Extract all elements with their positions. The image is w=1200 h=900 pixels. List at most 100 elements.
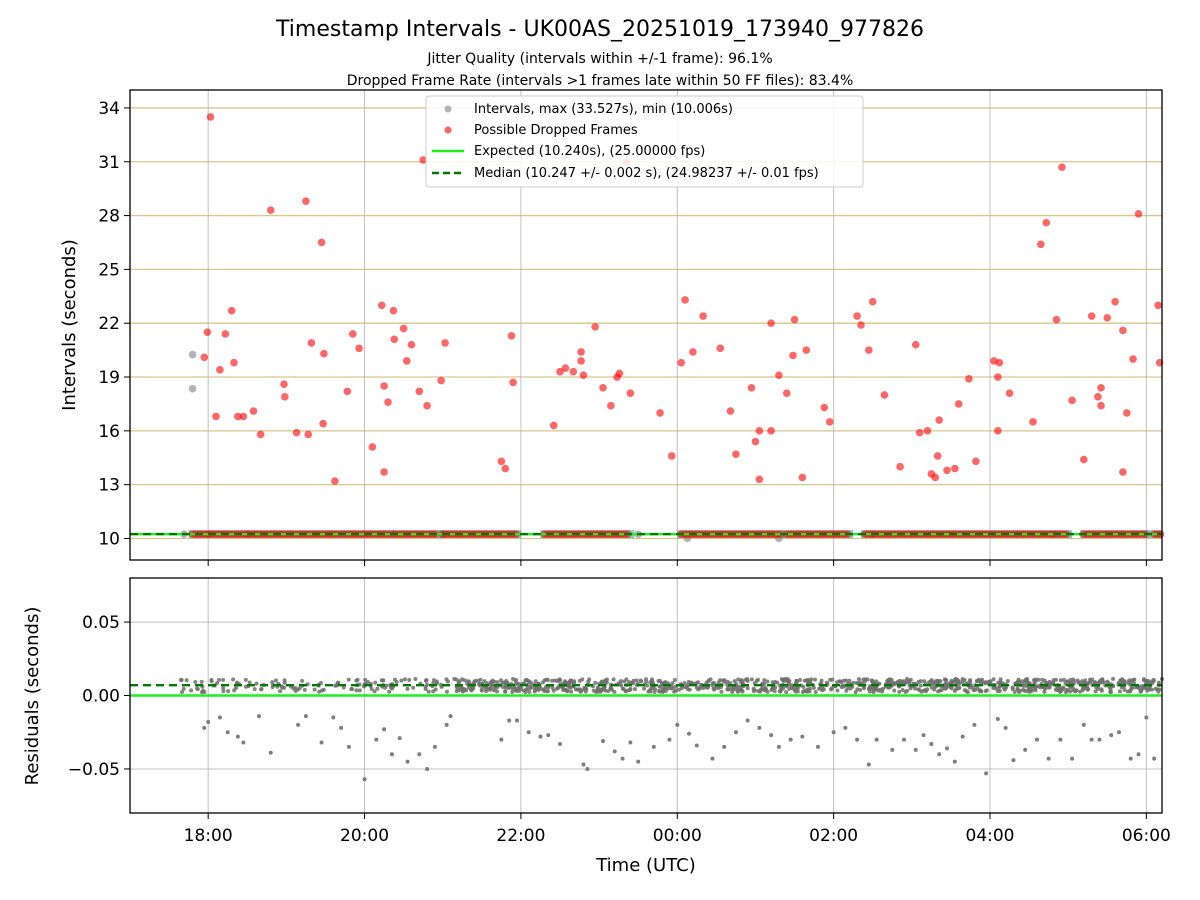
residual-point: [604, 680, 609, 685]
legend-label-dropped: Possible Dropped Frames: [474, 123, 638, 138]
residual-point: [526, 730, 531, 735]
residual-point: [331, 715, 336, 720]
residual-point: [448, 714, 453, 719]
residual-point: [745, 718, 750, 723]
residual-point: [506, 685, 511, 690]
dropped-frame-point: [1005, 389, 1014, 397]
legend-label-intervals: Intervals, max (33.527s), min (10.006s): [474, 102, 733, 117]
residual-point: [300, 678, 305, 683]
residual-point: [503, 689, 508, 694]
residual-point: [601, 739, 605, 744]
dropped-frame-point: [389, 306, 398, 315]
residual-point: [913, 686, 918, 691]
residual-point: [221, 686, 226, 691]
residual-point: [1015, 686, 1020, 691]
residual-point: [672, 677, 677, 682]
residual-point: [1117, 730, 1121, 735]
dropped-frame-point: [200, 353, 209, 362]
dropped-frame-point: [726, 407, 735, 415]
dropped-frame-point: [951, 464, 959, 473]
residual-point: [1021, 683, 1026, 688]
residual-point: [1010, 687, 1015, 692]
dropped-frame-point: [716, 344, 725, 353]
residual-point: [484, 686, 489, 691]
dropped-frame-point: [943, 466, 951, 475]
residuals-y-tick-label: 0.00: [82, 687, 120, 707]
residual-point: [881, 686, 886, 691]
residual-point: [478, 677, 483, 682]
intervals-y-axis-label: Intervals (seconds): [59, 239, 80, 411]
residual-point: [1011, 758, 1016, 763]
residual-point: [636, 759, 641, 764]
residual-point: [731, 685, 736, 690]
dropped-frame-point: [377, 301, 386, 310]
residual-point: [973, 687, 978, 692]
dropped-frame-point: [509, 378, 517, 387]
residual-point: [500, 680, 505, 685]
residual-point: [232, 688, 237, 693]
residual-point: [997, 684, 1002, 689]
residual-point: [1027, 688, 1032, 693]
dropped-frame-point: [561, 364, 570, 372]
dropped-frame-point: [1154, 301, 1162, 310]
dropped-frame-point: [292, 428, 301, 437]
residual-point: [916, 679, 921, 684]
residual-point: [499, 737, 504, 742]
dropped-frame-point: [1029, 418, 1037, 426]
residual-point: [558, 741, 562, 746]
residual-point: [1092, 680, 1097, 685]
dropped-frame-point: [579, 371, 588, 380]
residual-point: [524, 677, 529, 682]
residual-point: [593, 680, 598, 685]
dropped-frame-point: [782, 389, 791, 397]
residual-point: [571, 680, 576, 685]
residual-point: [851, 680, 856, 685]
dropped-frame-point: [239, 412, 248, 421]
residual-point: [217, 715, 222, 720]
legend-marker-intervals: [444, 105, 452, 113]
chart-subtitle-jitter: Jitter Quality (intervals within +/-1 fr…: [426, 51, 772, 67]
residual-point: [1147, 685, 1152, 690]
residual-point: [1129, 686, 1134, 691]
residual-point: [350, 687, 355, 692]
residual-point: [1089, 737, 1094, 742]
residual-point: [259, 687, 264, 692]
dropped-frame-point: [1068, 396, 1076, 405]
residual-point: [444, 677, 449, 682]
dropped-frame-point: [767, 319, 775, 328]
residual-point: [1157, 687, 1162, 692]
residual-point: [389, 752, 394, 757]
residual-point: [937, 752, 942, 757]
dropped-frame-point: [954, 400, 963, 408]
dropped-frame-point: [1087, 312, 1096, 320]
dropped-frame-point: [549, 421, 558, 430]
residual-point: [897, 689, 902, 694]
residual-point: [847, 678, 852, 683]
residual-point: [757, 725, 762, 730]
residual-point: [773, 679, 778, 684]
residual-point: [648, 680, 653, 685]
residual-point: [788, 737, 793, 742]
residual-point: [867, 689, 872, 694]
dropped-frame-point: [407, 340, 416, 349]
residual-point: [808, 680, 813, 685]
residual-point: [944, 678, 949, 683]
dropped-frame-point: [384, 398, 392, 406]
residual-point: [1125, 689, 1130, 694]
residual-point: [716, 680, 721, 685]
residual-point: [644, 679, 649, 684]
dropped-frame-point: [607, 401, 615, 410]
residual-point: [411, 685, 416, 690]
x-tick-label: 06:00: [1122, 826, 1171, 846]
residual-point: [550, 685, 555, 690]
residual-point: [673, 688, 678, 693]
dropped-frame-point: [556, 367, 564, 376]
residual-point: [568, 678, 573, 683]
dropped-frame-point: [994, 427, 1002, 435]
residual-point: [952, 759, 957, 764]
residual-point: [996, 680, 1001, 685]
residual-point: [663, 688, 668, 693]
dropped-frame-point: [437, 376, 445, 385]
residual-point: [1099, 687, 1104, 692]
residual-point: [861, 686, 866, 691]
